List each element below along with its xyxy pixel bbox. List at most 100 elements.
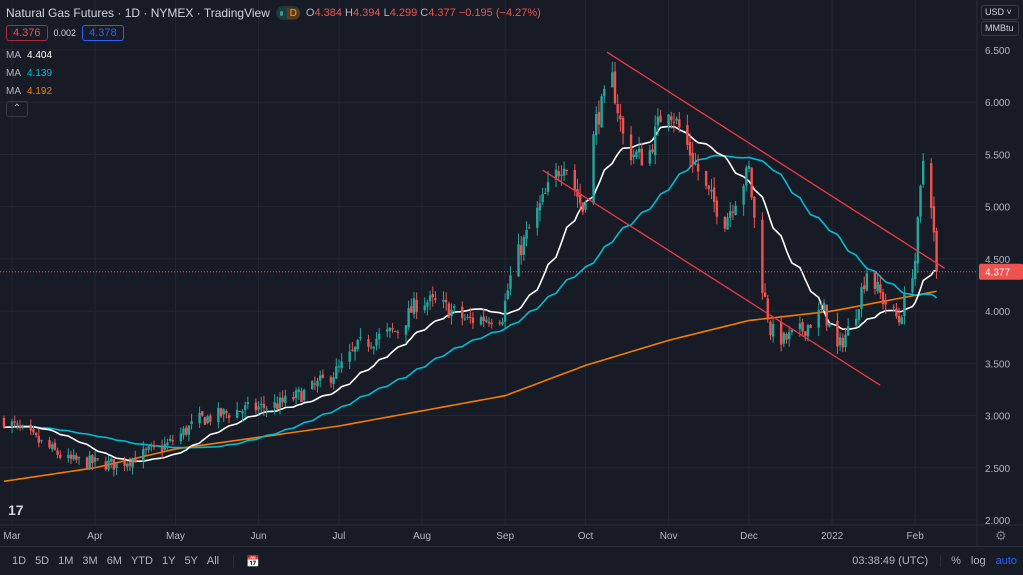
candle-body bbox=[377, 333, 381, 340]
trendline bbox=[606, 51, 945, 269]
candle-body bbox=[573, 170, 576, 190]
candle-body bbox=[694, 163, 697, 165]
y-tick-label: 5.000 bbox=[985, 203, 1010, 214]
candle-body bbox=[262, 403, 266, 408]
candle-body bbox=[544, 192, 547, 194]
range-6m[interactable]: 6M bbox=[106, 555, 122, 567]
sell-button[interactable]: 4.376 bbox=[6, 25, 48, 41]
symbol-title[interactable]: Natural Gas Futures · 1D · NYMEX · Tradi… bbox=[6, 6, 270, 20]
candle-body bbox=[190, 421, 193, 425]
market-status-badge: D bbox=[275, 6, 300, 20]
candle-body bbox=[310, 381, 314, 390]
candle-body bbox=[675, 118, 678, 121]
y-tick-label: 5.500 bbox=[985, 150, 1010, 161]
candle-body bbox=[265, 408, 268, 410]
candle-body bbox=[276, 403, 279, 410]
candle-body bbox=[369, 346, 373, 348]
auto-toggle[interactable]: auto bbox=[995, 555, 1017, 567]
candle-body bbox=[426, 302, 429, 307]
candle-body bbox=[453, 306, 456, 309]
candle-body bbox=[707, 185, 710, 189]
candle-body bbox=[798, 323, 802, 329]
candle-body bbox=[329, 377, 333, 383]
candle-body bbox=[463, 318, 467, 320]
candle-body bbox=[503, 300, 507, 322]
unit-select[interactable]: MMBtu bbox=[981, 21, 1019, 36]
candle-body bbox=[466, 316, 469, 318]
candle-body bbox=[828, 322, 831, 327]
candle-body bbox=[640, 148, 643, 166]
goto-date-icon[interactable]: 📅 bbox=[233, 554, 260, 568]
candle-body bbox=[688, 142, 692, 156]
candle-body bbox=[578, 195, 582, 204]
candle-body bbox=[410, 306, 413, 313]
candle-body bbox=[144, 449, 148, 451]
candle-body bbox=[356, 339, 359, 350]
candle-body bbox=[168, 438, 172, 441]
ma-indicator-2[interactable]: MA 4.139 bbox=[6, 68, 53, 79]
candle-body bbox=[131, 458, 134, 468]
x-tick-label: Oct bbox=[578, 531, 594, 542]
candle-body bbox=[238, 410, 241, 412]
candle-body bbox=[396, 331, 400, 333]
candle-body bbox=[13, 421, 16, 423]
x-tick-label: Jun bbox=[250, 531, 266, 542]
ma-indicator-1[interactable]: MA 4.404 bbox=[6, 50, 53, 61]
candle-body bbox=[335, 366, 338, 379]
candle-body bbox=[292, 396, 295, 400]
candle-body bbox=[297, 389, 300, 392]
candle-body bbox=[321, 374, 325, 378]
candle-body bbox=[428, 295, 432, 302]
currency-select[interactable]: USD ˅ bbox=[981, 5, 1019, 20]
candle-body bbox=[742, 186, 745, 205]
buy-button[interactable]: 4.378 bbox=[82, 25, 124, 41]
candle-body bbox=[726, 217, 729, 230]
candle-body bbox=[415, 299, 418, 312]
candle-body bbox=[109, 458, 113, 462]
range-1d[interactable]: 1D bbox=[12, 555, 27, 567]
candle-body bbox=[179, 433, 183, 442]
candle-body bbox=[442, 299, 445, 302]
price-chart[interactable]: 2.000 2.500 3.000 3.500 4.000 4.500 5.000 5.500… bbox=[0, 0, 1023, 546]
candle-body bbox=[2, 417, 6, 428]
candle-body bbox=[482, 316, 485, 322]
candle-body bbox=[501, 322, 504, 325]
range-5d[interactable]: 5D bbox=[35, 555, 50, 567]
candle-body bbox=[704, 170, 708, 186]
log-toggle[interactable]: log bbox=[970, 555, 986, 567]
candle-body bbox=[820, 309, 823, 311]
candle-body bbox=[29, 424, 32, 431]
percent-toggle[interactable]: % bbox=[940, 555, 961, 567]
range-all[interactable]: All bbox=[206, 555, 220, 567]
candle-body bbox=[93, 457, 97, 462]
ma-indicator-3[interactable]: MA 4.192 bbox=[6, 86, 53, 97]
range-5y[interactable]: 5Y bbox=[184, 555, 198, 567]
candle-body bbox=[809, 324, 812, 329]
candle-body bbox=[844, 334, 847, 347]
candle-body bbox=[528, 227, 531, 229]
candle-body bbox=[916, 217, 920, 264]
range-1m[interactable]: 1M bbox=[58, 555, 74, 567]
candle-body bbox=[32, 428, 35, 433]
candle-body bbox=[134, 457, 137, 463]
candle-body bbox=[619, 115, 622, 120]
candle-body bbox=[897, 315, 901, 323]
candle-body bbox=[337, 366, 341, 368]
candle-body bbox=[857, 309, 861, 321]
range-3m[interactable]: 3M bbox=[82, 555, 98, 567]
collapse-legend-button[interactable]: ⌃ bbox=[6, 101, 28, 117]
candle-body bbox=[222, 409, 225, 415]
candle-body bbox=[648, 150, 652, 164]
candle-body bbox=[846, 326, 850, 336]
last-price-label-bg bbox=[979, 263, 1023, 280]
range-1y[interactable]: 1Y bbox=[161, 555, 176, 567]
candle-body bbox=[142, 448, 145, 462]
candle-body bbox=[235, 410, 239, 418]
settings-gear-icon[interactable]: ⚙ bbox=[995, 528, 1007, 543]
candle-body bbox=[522, 237, 526, 255]
range-ytd[interactable]: YTD bbox=[130, 555, 153, 567]
candle-body bbox=[487, 321, 491, 324]
tradingview-logo: 17 bbox=[8, 502, 24, 518]
candle-body bbox=[538, 203, 542, 211]
candle-body bbox=[201, 411, 204, 416]
